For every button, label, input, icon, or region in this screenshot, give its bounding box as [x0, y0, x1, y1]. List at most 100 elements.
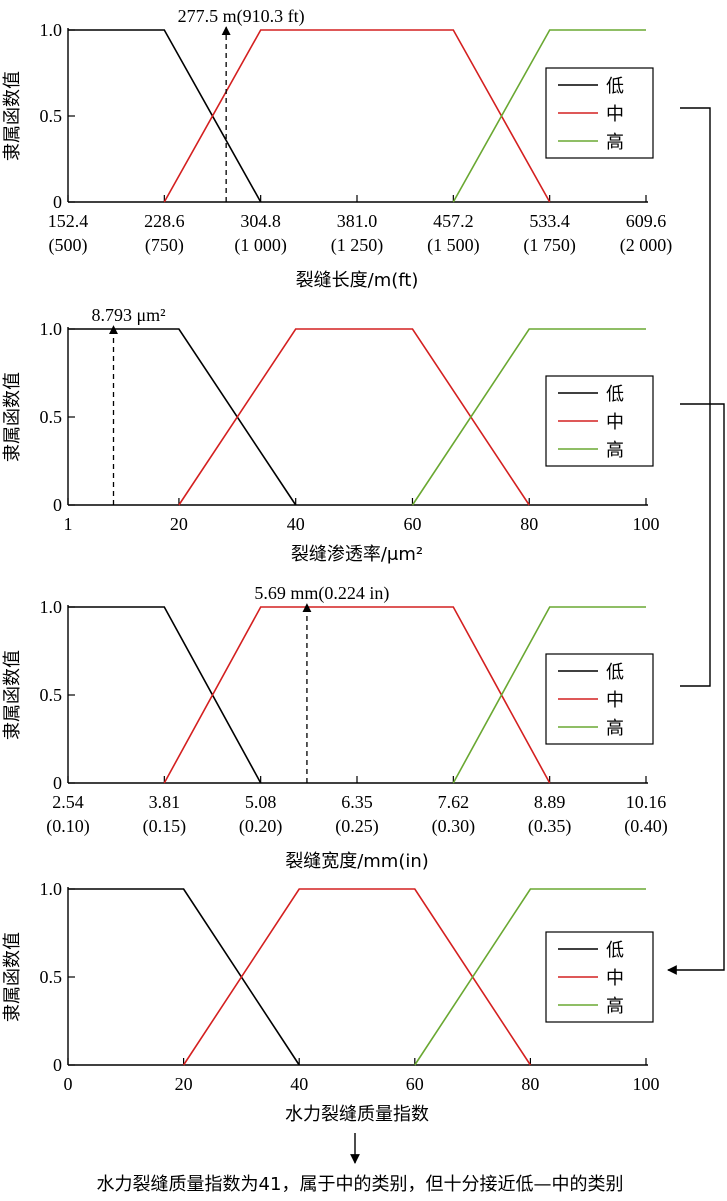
x-axis-title: 裂缝宽度/mm(in) [285, 851, 429, 872]
x-tick-label: 100 [633, 1074, 660, 1094]
y-tick-label: 1.0 [40, 879, 63, 899]
x-tick-label: 10.16 [626, 792, 667, 812]
x-tick-label: 60 [406, 1074, 424, 1094]
series-line-低 [68, 29, 262, 203]
x-tick-label: 228.6 [144, 211, 185, 231]
y-tick-label: 0.5 [40, 967, 63, 987]
chart-panel-4: 1.0 0.5 0 隶属函数值 0 20 40 60 80 100 水力裂缝质量指数 低中高 [2, 879, 660, 1125]
legend-label-高: 高 [606, 440, 624, 461]
y-tick-label: 0 [53, 1055, 62, 1075]
x-tick-label-secondary: (0.15) [143, 816, 187, 837]
x-tick-label: 533.4 [529, 211, 570, 231]
marker-label: 8.793 μm² [91, 305, 165, 325]
x-tick-label-secondary: (1 750) [523, 235, 576, 256]
x-tick-label: 40 [290, 1074, 308, 1094]
series-line-高 [411, 328, 646, 506]
conclusion-text: 水力裂缝质量指数为41，属于中的类别，但十分接近低—中的类别 [97, 1174, 624, 1195]
connector-bracket-2-4 [667, 403, 725, 975]
x-tick-label: 20 [175, 1074, 193, 1094]
y-tick-label: 0.5 [40, 106, 63, 126]
legend-label-高: 高 [606, 718, 624, 739]
series-line-中 [163, 29, 551, 203]
y-tick-label: 1.0 [40, 319, 63, 339]
legend-label-中: 中 [606, 690, 624, 711]
legend: 低中高 [545, 67, 654, 159]
x-tick-label: 80 [520, 514, 538, 534]
series-line-中 [163, 606, 551, 784]
legend: 低中高 [545, 653, 654, 745]
x-tick-label-secondary: (750) [145, 235, 184, 256]
chart-panel-3: 1.0 0.5 0 隶属函数值 2.54 (0.10) 3.81 (0.15) 5.08 (0.2… [2, 583, 668, 872]
series-line-低 [68, 328, 297, 506]
x-tick-label: 152.4 [48, 211, 89, 231]
y-tick-label: 0.5 [40, 685, 63, 705]
x-tick-label: 457.2 [433, 211, 474, 231]
legend-label-中: 中 [606, 968, 624, 989]
x-tick-label: 3.81 [149, 792, 181, 812]
x-tick-label: 609.6 [626, 211, 667, 231]
y-axis-title: 隶属函数值 [2, 650, 23, 740]
legend-label-低: 低 [606, 76, 624, 97]
legend-label-高: 高 [606, 132, 624, 153]
x-tick-label: 100 [633, 514, 660, 534]
marker-label: 5.69 mm(0.224 in) [254, 583, 389, 604]
y-tick-label: 0 [53, 192, 62, 212]
legend-label-中: 中 [606, 104, 624, 125]
y-axis-title: 隶属函数值 [2, 372, 23, 462]
x-tick-label-secondary: (0.40) [624, 816, 668, 837]
x-tick-label-secondary: (0.20) [239, 816, 283, 837]
y-axis-title: 隶属函数值 [2, 932, 23, 1022]
y-tick-label: 1.0 [40, 597, 63, 617]
legend-label-中: 中 [606, 412, 624, 433]
x-tick-label: 8.89 [534, 792, 566, 812]
x-axis-title: 裂缝渗透率/μm² [291, 544, 423, 565]
x-tick-label: 80 [521, 1074, 539, 1094]
y-tick-label: 1.0 [40, 20, 63, 40]
x-tick-label-secondary: (0.10) [46, 816, 90, 837]
legend: 低中高 [545, 931, 654, 1023]
x-tick-label: 5.08 [245, 792, 277, 812]
x-tick-label: 1 [64, 514, 73, 534]
x-tick-label: 0 [64, 1074, 73, 1094]
connector-brackets [350, 107, 725, 1164]
chart-panels: 1.0 0.5 0 隶属函数值 152.4 (500) 228.6 (750) 304.8 (1 … [2, 6, 672, 1125]
legend-label-低: 低 [606, 662, 624, 683]
x-tick-label: 60 [403, 514, 421, 534]
x-tick-label: 20 [170, 514, 188, 534]
series-line-高 [414, 888, 646, 1066]
series-line-中 [182, 888, 532, 1066]
x-tick-label: 7.62 [438, 792, 470, 812]
series-line-高 [452, 29, 646, 203]
legend-label-低: 低 [606, 384, 624, 405]
x-axis-title: 裂缝长度/m(ft) [296, 270, 419, 291]
y-tick-label: 0.5 [40, 407, 63, 427]
x-axis-title: 水力裂缝质量指数 [285, 1104, 429, 1125]
x-tick-label-secondary: (0.25) [335, 816, 379, 837]
y-axis-title: 隶属函数值 [2, 71, 23, 161]
y-tick-label: 0 [53, 773, 62, 793]
legend-label-高: 高 [606, 996, 624, 1017]
series-line-低 [68, 888, 300, 1066]
x-tick-label: 6.35 [341, 792, 373, 812]
x-tick-label-secondary: (2 000) [620, 235, 673, 256]
x-tick-label-secondary: (1 250) [331, 235, 384, 256]
x-tick-label-secondary: (0.35) [528, 816, 572, 837]
legend-label-低: 低 [606, 940, 624, 961]
series-line-低 [68, 606, 262, 784]
y-tick-label: 0 [53, 495, 62, 515]
x-tick-label-secondary: (1 500) [427, 235, 480, 256]
x-tick-label-secondary: (500) [49, 235, 88, 256]
x-tick-label: 40 [287, 514, 305, 534]
chart-panel-2: 1.0 0.5 0 隶属函数值 1 20 40 60 80 100 裂缝渗透率/μm² 8.793 μ… [2, 305, 660, 565]
x-tick-label-secondary: (1 000) [234, 235, 287, 256]
legend-box [545, 67, 654, 159]
x-tick-label-secondary: (0.30) [432, 816, 476, 837]
connector-bracket-1-3 [680, 107, 711, 687]
x-tick-label: 2.54 [52, 792, 84, 812]
series-line-中 [178, 328, 530, 506]
legend: 低中高 [545, 375, 654, 467]
chart-panel-1: 1.0 0.5 0 隶属函数值 152.4 (500) 228.6 (750) 304.8 (1 … [2, 6, 672, 291]
x-tick-label: 381.0 [337, 211, 378, 231]
x-tick-label: 304.8 [240, 211, 281, 231]
